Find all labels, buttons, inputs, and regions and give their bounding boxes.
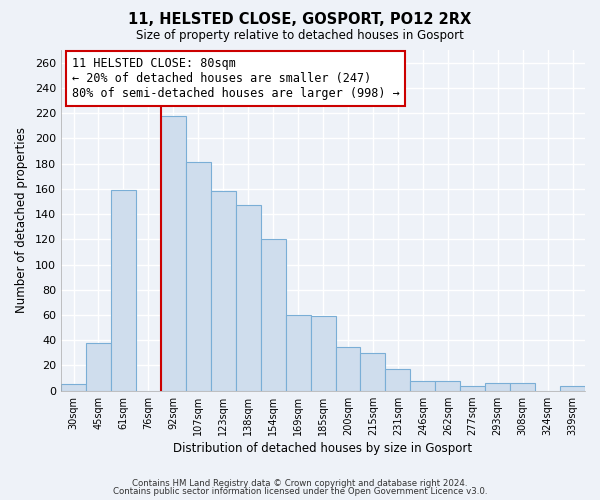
- Bar: [410, 380, 436, 390]
- Bar: [436, 380, 460, 390]
- Bar: [485, 383, 510, 390]
- Bar: [211, 192, 236, 390]
- Bar: [510, 383, 535, 390]
- Bar: [385, 369, 410, 390]
- Bar: [161, 116, 186, 390]
- Bar: [460, 386, 485, 390]
- Text: Contains HM Land Registry data © Crown copyright and database right 2024.: Contains HM Land Registry data © Crown c…: [132, 478, 468, 488]
- Text: 11 HELSTED CLOSE: 80sqm
← 20% of detached houses are smaller (247)
80% of semi-d: 11 HELSTED CLOSE: 80sqm ← 20% of detache…: [71, 57, 399, 100]
- Bar: [560, 386, 585, 390]
- Bar: [186, 162, 211, 390]
- Bar: [335, 346, 361, 391]
- Bar: [61, 384, 86, 390]
- Bar: [286, 315, 311, 390]
- Text: Contains public sector information licensed under the Open Government Licence v3: Contains public sector information licen…: [113, 487, 487, 496]
- Bar: [260, 240, 286, 390]
- Y-axis label: Number of detached properties: Number of detached properties: [15, 128, 28, 314]
- X-axis label: Distribution of detached houses by size in Gosport: Distribution of detached houses by size …: [173, 442, 473, 455]
- Text: Size of property relative to detached houses in Gosport: Size of property relative to detached ho…: [136, 29, 464, 42]
- Text: 11, HELSTED CLOSE, GOSPORT, PO12 2RX: 11, HELSTED CLOSE, GOSPORT, PO12 2RX: [128, 12, 472, 28]
- Bar: [361, 353, 385, 391]
- Bar: [111, 190, 136, 390]
- Bar: [86, 342, 111, 390]
- Bar: [311, 316, 335, 390]
- Bar: [236, 205, 260, 390]
